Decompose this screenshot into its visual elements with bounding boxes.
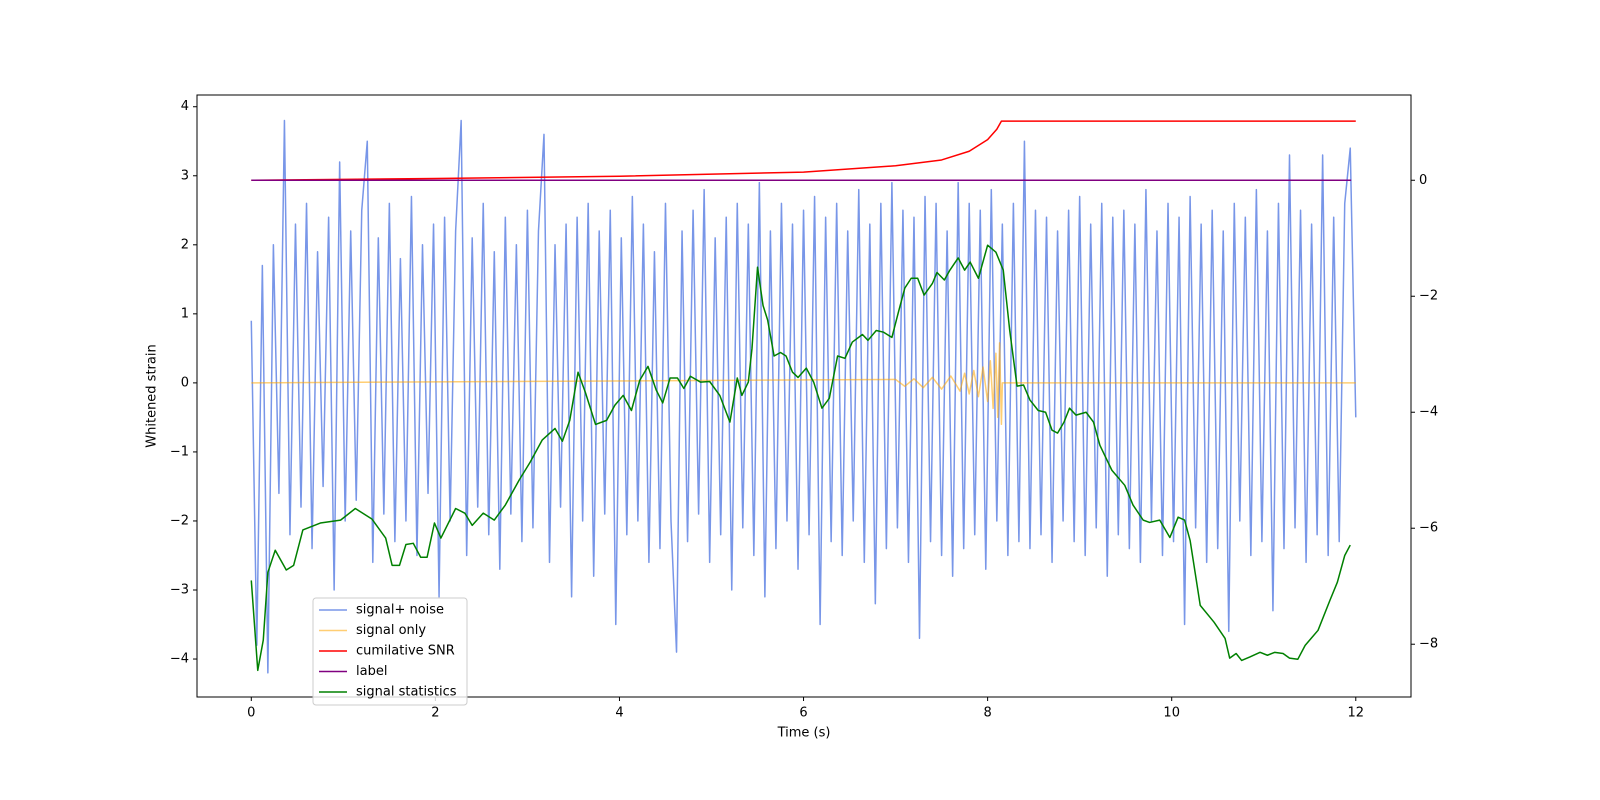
y-tick-label: 4 xyxy=(181,99,189,114)
y2-tick-label: −2 xyxy=(1419,289,1438,304)
x-tick-label: 2 xyxy=(431,706,439,721)
x-tick-label: 8 xyxy=(983,706,991,721)
legend-label: cumilative SNR xyxy=(356,644,455,659)
y-tick-label: −4 xyxy=(170,652,189,667)
series-line xyxy=(250,119,1357,674)
y-tick-label: 1 xyxy=(181,306,189,321)
x-tick-label: 6 xyxy=(799,706,807,721)
x-tick-label: 12 xyxy=(1348,706,1365,721)
series-line xyxy=(251,120,1356,181)
legend-label: signal+ noise xyxy=(356,603,444,618)
y2-tick-label: −6 xyxy=(1419,521,1438,536)
x-tick-label: 4 xyxy=(615,706,623,721)
plot-area xyxy=(250,119,1357,674)
y-tick-label: 2 xyxy=(181,237,189,252)
y-tick-label: −3 xyxy=(170,582,189,597)
y2-tick-label: −4 xyxy=(1419,405,1438,420)
y-axis-label: Whitened strain xyxy=(145,344,160,447)
series-line xyxy=(250,244,1351,672)
x-tick-label: 10 xyxy=(1163,706,1180,721)
legend-label: label xyxy=(356,664,387,679)
legend-label: signal statistics xyxy=(356,685,457,700)
y2-tick-label: −8 xyxy=(1419,637,1438,652)
y-tick-label: −2 xyxy=(170,513,189,528)
legend-box xyxy=(312,597,468,706)
legend: signal+ noise signal only cumilative SNR la… xyxy=(312,597,468,706)
x-tick-label: 0 xyxy=(247,706,255,721)
y2-tick-label: 0 xyxy=(1419,173,1427,188)
y-tick-label: 0 xyxy=(181,375,189,390)
legend-label: signal only xyxy=(356,623,426,638)
x-axis-label: Time (s) xyxy=(777,726,831,741)
series-line xyxy=(251,342,1356,426)
y-tick-label: 3 xyxy=(181,168,189,183)
y-tick-label: −1 xyxy=(170,444,189,459)
